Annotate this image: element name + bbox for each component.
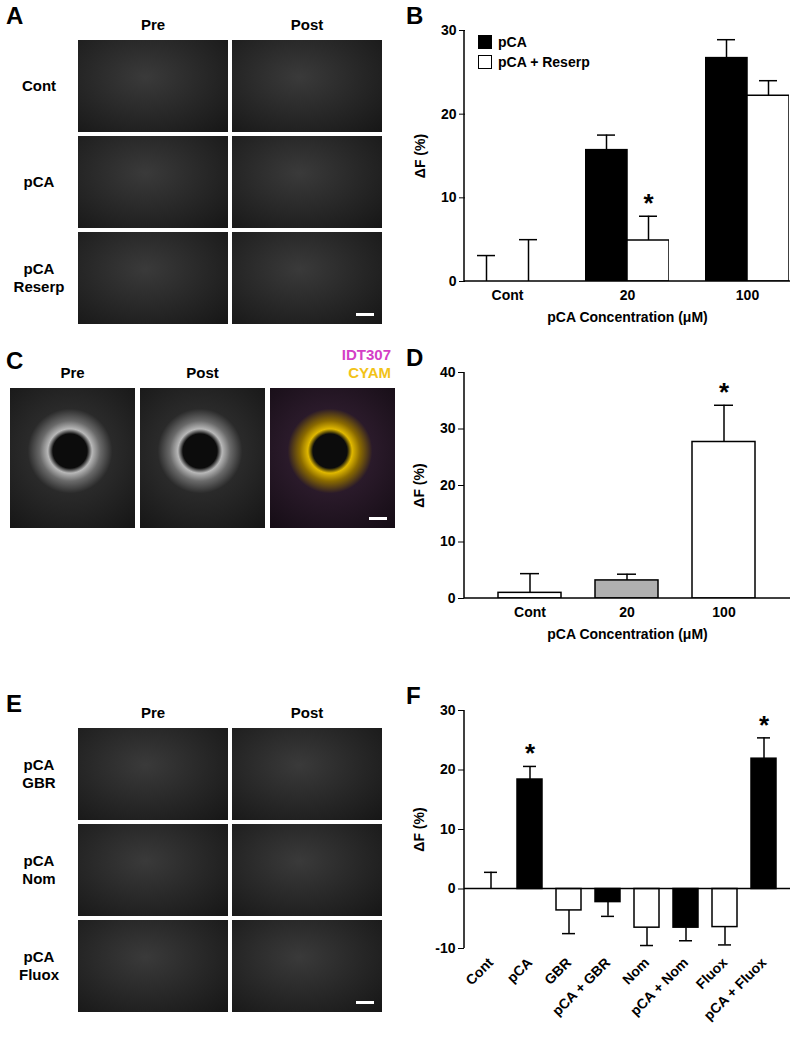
svg-text:20: 20: [440, 477, 456, 493]
html-text:CYAM: CYAM: [348, 364, 391, 381]
html-text:Post: Post: [290, 704, 324, 721]
svg-text:20: 20: [440, 761, 456, 777]
svg-text:10: 10: [440, 821, 456, 837]
svg-text:100: 100: [736, 287, 760, 303]
svg-text:pCA + GBR: pCA + GBR: [549, 954, 614, 1019]
html-text:IDT307: IDT307: [341, 346, 391, 363]
svg-text:20: 20: [441, 106, 457, 122]
svg-text:0: 0: [448, 590, 456, 606]
svg-text:Nom: Nom: [619, 954, 652, 987]
svg-text:20: 20: [619, 604, 635, 620]
html-text:F: F: [406, 682, 421, 709]
html-text:E: E: [6, 690, 22, 717]
svg-text:ΔF (%): ΔF (%): [411, 807, 427, 851]
svg-text:pCA Concentration (μM): pCA Concentration (μM): [547, 309, 707, 325]
svg-text:Cont: Cont: [492, 287, 524, 303]
html-text:D: D: [406, 344, 424, 371]
svg-text:30: 30: [441, 22, 457, 38]
svg-text:ΔF (%): ΔF (%): [412, 134, 428, 178]
html-text:Post: Post: [290, 16, 324, 33]
svg-text:10: 10: [441, 189, 457, 205]
svg-text:ΔF (%): ΔF (%): [411, 463, 427, 507]
html-text:Pre: Pre: [60, 364, 85, 381]
html-text:pCA Fluox: pCA Fluox: [19, 948, 59, 983]
svg-text:0: 0: [448, 880, 456, 896]
html-text:Pre: Pre: [140, 704, 166, 721]
html-text:Pre: Pre: [140, 16, 166, 33]
svg-text:10: 10: [440, 533, 456, 549]
html-text:C: C: [6, 347, 24, 374]
html-text:pCA + Reserp: pCA + Reserp: [498, 54, 590, 70]
html-text:pCA Nom: pCA Nom: [22, 852, 56, 887]
html-text:pCA GBR: pCA GBR: [22, 756, 56, 791]
svg-text:40: 40: [440, 364, 456, 380]
svg-text:Cont: Cont: [462, 954, 496, 988]
svg-text:0: 0: [449, 273, 457, 289]
svg-text:pCA + Nom: pCA + Nom: [627, 954, 692, 1019]
html-text:A: A: [6, 2, 24, 29]
svg-text:GBR: GBR: [541, 954, 574, 987]
svg-text:30: 30: [440, 702, 456, 718]
svg-text:pCA + Fluox: pCA + Fluox: [700, 954, 769, 1023]
svg-text:*: *: [759, 710, 770, 740]
html-text:pCA: pCA: [498, 34, 527, 50]
html-text:pCA Reserp: pCA Reserp: [13, 260, 65, 295]
svg-text:30: 30: [440, 420, 456, 436]
html-text:pCA: pCA: [23, 173, 55, 190]
svg-text:100: 100: [712, 604, 736, 620]
html-text:Post: Post: [186, 364, 219, 381]
html-text:Cont: Cont: [21, 77, 57, 94]
svg-text:*: *: [643, 188, 654, 218]
svg-text:-10: -10: [435, 940, 455, 956]
svg-text:*: *: [525, 738, 536, 768]
svg-text:20: 20: [620, 287, 636, 303]
html-text:B: B: [406, 2, 424, 29]
svg-text:*: *: [719, 377, 730, 407]
svg-text:pCA Concentration (μM): pCA Concentration (μM): [547, 626, 707, 642]
svg-text:Cont: Cont: [514, 604, 546, 620]
svg-text:pCA: pCA: [504, 954, 536, 986]
